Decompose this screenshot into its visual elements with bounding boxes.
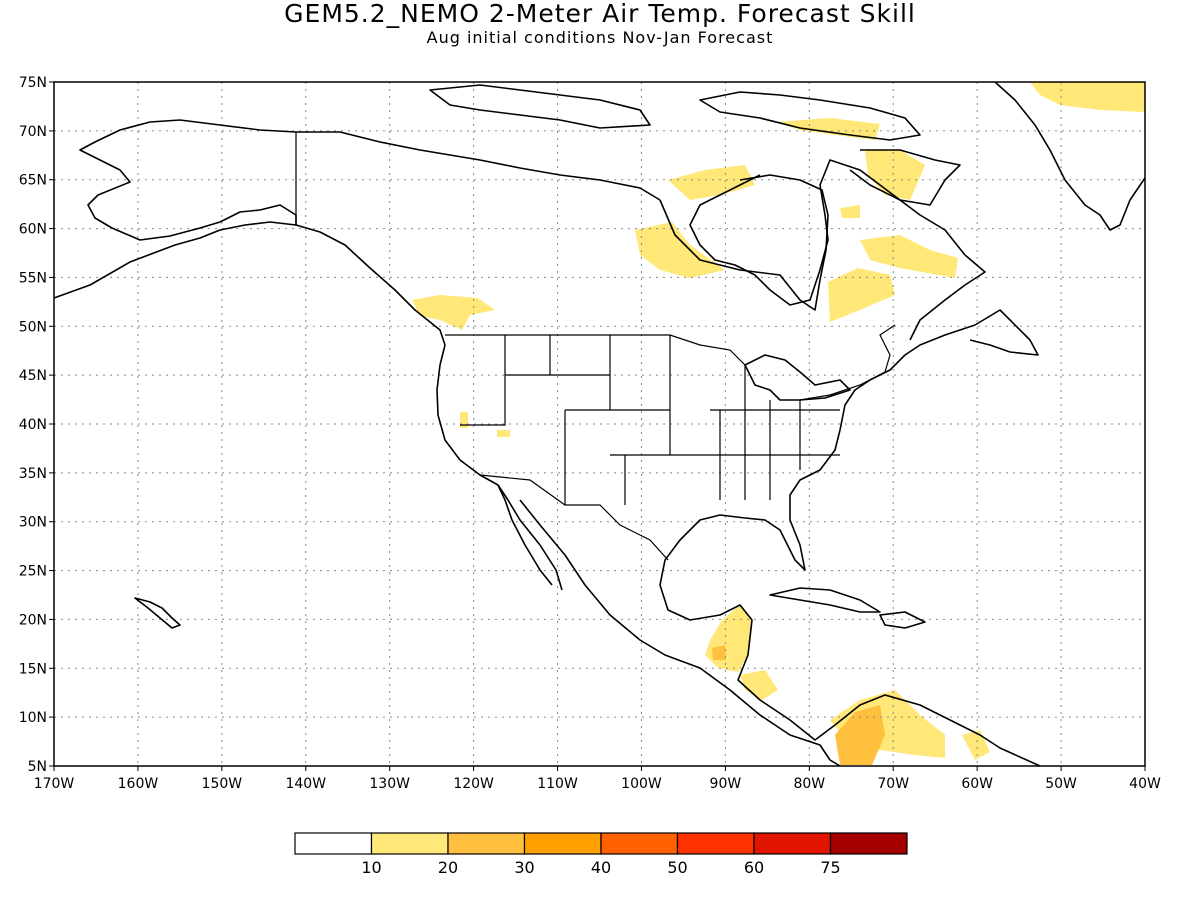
shade-central-america2	[740, 670, 778, 700]
lat-tick-label: 45N	[19, 368, 47, 384]
coast-hudson	[659, 174, 829, 311]
lon-tick-label: 150W	[202, 776, 243, 792]
lon-tick-label: 170W	[34, 776, 75, 792]
legend-swatch	[600, 832, 679, 855]
lat-tick-label: 15N	[19, 661, 47, 677]
colorbar-legend: 10 20 30 40 50 60 75	[294, 832, 908, 877]
coast-alaska	[53, 119, 297, 299]
legend-swatch	[294, 832, 373, 855]
shade-hudson-nw	[668, 165, 755, 200]
shade-arctic-islands	[775, 118, 880, 140]
lat-tick-label: 65N	[19, 173, 47, 189]
lon-tick-label: 130W	[369, 776, 410, 792]
coast-greatlakes	[744, 354, 851, 401]
coast-mexico-west	[519, 499, 841, 767]
legend-label: 20	[438, 858, 458, 877]
axis-ticks: 75N 70N 65N 60N 55N 50N 45N 40N 35N 30N 25N 20N 15N 1…	[19, 75, 1161, 792]
coast-baffin	[849, 149, 961, 206]
shade-belize	[712, 645, 726, 660]
coast-east-us	[839, 309, 1039, 431]
legend-swatch	[829, 832, 908, 855]
coast-arctic-islands	[699, 91, 921, 141]
coast-cuba	[769, 587, 881, 613]
map-title: GEM5.2_NEMO 2-Meter Air Temp. Forecast S…	[284, 0, 916, 28]
lat-tick-label: 10N	[19, 710, 47, 726]
political-borders	[295, 132, 896, 561]
legend-label: 50	[667, 858, 687, 877]
lon-tick-label: 80W	[793, 776, 825, 792]
legend-label: 10	[361, 858, 381, 877]
shade-baffin	[865, 150, 925, 200]
coast-hispaniola	[879, 611, 926, 629]
legend-swatch	[447, 832, 526, 855]
legend-label: 40	[591, 858, 611, 877]
coastlines	[53, 81, 1146, 767]
shade-labrador	[860, 235, 958, 278]
legend-swatch	[370, 832, 449, 855]
lon-tick-label: 100W	[621, 776, 662, 792]
lat-tick-label: 40N	[19, 417, 47, 433]
legend-swatch	[523, 832, 602, 855]
lat-tick-label: 5N	[28, 759, 47, 775]
coast-arctic-islands2	[429, 84, 651, 129]
legend-label: 30	[514, 858, 534, 877]
coast-arctic-canada	[296, 131, 661, 201]
lat-tick-label: 70N	[19, 124, 47, 140]
border-us-mexico	[479, 474, 669, 561]
shade-nevada2	[497, 430, 510, 437]
border-states	[460, 335, 840, 505]
shade-bc	[412, 295, 495, 330]
coast-greenland	[994, 81, 1146, 231]
lon-tick-label: 90W	[710, 776, 742, 792]
lon-tick-label: 60W	[961, 776, 993, 792]
coast-hawaii	[134, 597, 181, 629]
legend-swatch	[676, 832, 755, 855]
lon-tick-label: 140W	[285, 776, 326, 792]
lat-tick-label: 35N	[19, 466, 47, 482]
shade-hudson-w	[635, 222, 725, 278]
coast-baja	[497, 484, 553, 586]
lon-tick-label: 160W	[118, 776, 159, 792]
lat-tick-label: 50N	[19, 319, 47, 335]
plot-frame	[53, 81, 1146, 767]
map-subtitle: Aug initial conditions Nov-Jan Forecast	[426, 28, 774, 47]
lon-tick-label: 70W	[877, 776, 909, 792]
lat-tick-label: 25N	[19, 564, 47, 580]
lon-tick-label: 40W	[1129, 776, 1161, 792]
shade-greenland-ne	[1030, 82, 1145, 112]
lon-tick-label: 50W	[1045, 776, 1077, 792]
legend-label: 75	[820, 858, 840, 877]
coast-gulf	[659, 429, 1041, 767]
shade-quebec-n	[840, 205, 860, 218]
legend-label: 60	[744, 858, 764, 877]
shade-s-america-30	[835, 705, 885, 765]
plot-area	[54, 82, 1145, 766]
shade-quebec	[828, 268, 895, 322]
coast-bc	[295, 224, 446, 346]
lon-tick-label: 110W	[537, 776, 578, 792]
lat-tick-label: 75N	[19, 75, 47, 91]
border-us-canada	[445, 324, 896, 401]
lat-tick-label: 60N	[19, 222, 47, 238]
lat-tick-label: 30N	[19, 515, 47, 531]
lat-tick-label: 55N	[19, 270, 47, 286]
lat-tick-label: 20N	[19, 612, 47, 628]
lon-tick-label: 120W	[453, 776, 494, 792]
legend-swatch	[753, 832, 832, 855]
